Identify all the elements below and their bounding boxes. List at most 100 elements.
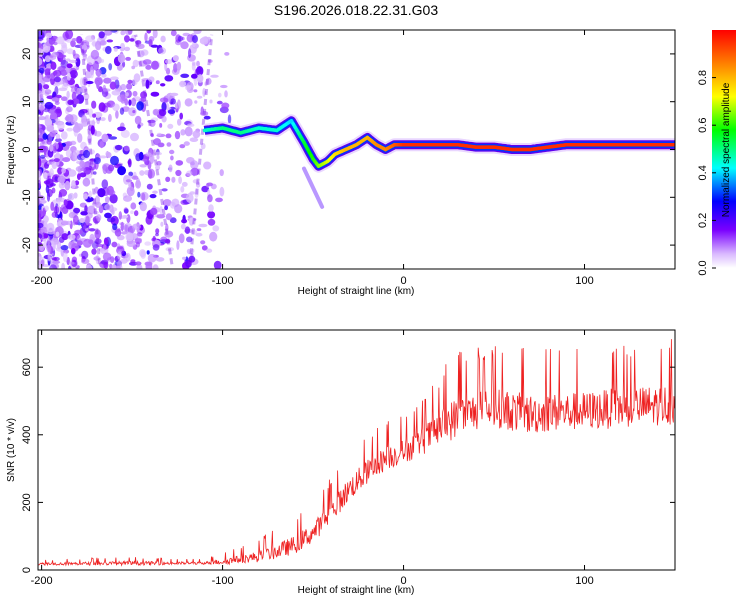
noise-blob xyxy=(47,161,53,164)
noise-blob xyxy=(178,176,182,184)
noise-blob xyxy=(73,54,80,60)
noise-blob xyxy=(150,194,157,198)
noise-blob xyxy=(215,198,223,203)
noise-blob xyxy=(208,219,216,226)
noise-blob xyxy=(55,101,60,105)
noise-blob xyxy=(135,261,141,265)
noise-blob xyxy=(117,127,126,132)
noise-blob xyxy=(228,114,231,124)
noise-blob xyxy=(92,114,96,118)
noise-blob xyxy=(100,117,105,121)
noise-blob xyxy=(166,134,172,139)
y-tick-label: 10 xyxy=(21,96,33,108)
noise-blob xyxy=(212,225,219,231)
colorbar-tick-label: 0.2 xyxy=(697,213,709,228)
noise-blob xyxy=(139,164,147,167)
noise-blob xyxy=(130,259,135,263)
noise-blob xyxy=(46,125,54,132)
noise-blob xyxy=(128,27,133,35)
noise-blob xyxy=(174,204,182,213)
noise-blob xyxy=(130,202,136,209)
noise-blob xyxy=(58,176,66,183)
noise-blob xyxy=(80,211,88,215)
noise-blob xyxy=(120,48,125,52)
noise-blob xyxy=(77,133,82,143)
noise-blob xyxy=(177,99,181,109)
noise-blob xyxy=(193,131,201,139)
noise-blob xyxy=(145,65,151,70)
noise-blob xyxy=(72,38,76,41)
noise-blob xyxy=(128,99,131,105)
noise-blob xyxy=(59,189,67,197)
noise-blob xyxy=(126,83,132,90)
noise-blob xyxy=(105,46,112,54)
noise-blob xyxy=(50,183,56,186)
noise-blob xyxy=(73,215,79,225)
noise-blob xyxy=(57,122,64,131)
noise-blob xyxy=(80,167,86,171)
noise-blob xyxy=(72,92,77,101)
noise-blob xyxy=(79,218,85,223)
noise-blob xyxy=(176,160,184,166)
noise-blob xyxy=(224,52,229,56)
noise-blob xyxy=(164,75,173,81)
noise-blob xyxy=(125,57,131,61)
y-tick-label: 20 xyxy=(21,48,33,60)
noise-blob xyxy=(131,98,136,107)
noise-blob xyxy=(49,144,53,151)
noise-blob xyxy=(62,233,69,240)
noise-blob xyxy=(153,264,159,272)
noise-blob xyxy=(124,100,127,103)
noise-blob xyxy=(131,66,135,70)
snr-series-line xyxy=(38,339,675,565)
colorbar-label: Normalized spectral amplitude xyxy=(721,82,732,217)
y-tick-label: 200 xyxy=(21,493,33,511)
noise-blob xyxy=(117,166,126,175)
snr-x-label: Height of straight line (km) xyxy=(298,585,415,596)
noise-blob xyxy=(149,76,155,82)
noise-blob xyxy=(158,143,165,148)
noise-blob xyxy=(122,215,128,218)
noise-blob xyxy=(175,170,181,176)
noise-blob xyxy=(160,83,165,86)
noise-blob xyxy=(110,256,114,263)
noise-blob xyxy=(137,124,141,129)
noise-blob xyxy=(147,29,152,34)
noise-blob xyxy=(56,134,60,139)
noise-blob xyxy=(224,90,228,97)
noise-blob xyxy=(202,36,208,42)
track-branch xyxy=(304,169,322,207)
noise-blob xyxy=(41,200,46,203)
noise-blob xyxy=(112,223,117,230)
noise-blob xyxy=(135,180,141,189)
noise-blob xyxy=(61,168,66,174)
noise-blob xyxy=(83,194,88,200)
noise-blob xyxy=(77,240,83,245)
noise-blob xyxy=(203,162,211,170)
noise-blob xyxy=(56,107,61,114)
y-tick-label: -20 xyxy=(21,237,33,253)
noise-blob xyxy=(130,210,134,214)
noise-blob xyxy=(77,173,81,180)
y-tick-label: 0 xyxy=(21,146,33,152)
noise-blob xyxy=(180,41,188,49)
noise-blob xyxy=(68,234,76,240)
colorbar: 0.00.20.40.60.8 Normalized spectral ampl… xyxy=(697,30,736,276)
noise-blob xyxy=(127,240,136,247)
noise-blob xyxy=(171,177,175,183)
noise-blob xyxy=(187,123,194,127)
noise-blob xyxy=(167,142,172,147)
noise-blob xyxy=(43,84,49,89)
noise-blob xyxy=(91,50,99,60)
chart-title: S196.2026.018.22.31.G03 xyxy=(274,2,438,18)
noise-blob xyxy=(123,195,132,202)
noise-blob xyxy=(59,55,66,58)
noise-blob xyxy=(66,149,72,157)
noise-blob xyxy=(45,75,52,79)
noise-blob xyxy=(83,150,90,158)
noise-blob xyxy=(39,68,45,74)
noise-blob xyxy=(54,77,61,83)
noise-blob xyxy=(103,262,108,269)
noise-blob xyxy=(45,33,52,39)
noise-blob xyxy=(99,102,106,111)
